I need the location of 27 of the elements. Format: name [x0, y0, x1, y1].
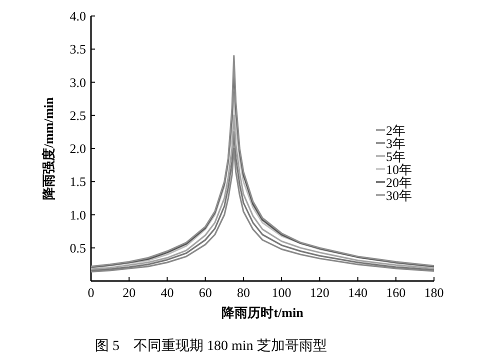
- x-tick-label: 40: [160, 285, 174, 300]
- legend-label: 5年: [386, 149, 406, 164]
- y-axis-title: 降雨强度/mm/min: [41, 96, 56, 200]
- y-tick-label: 1.5: [70, 174, 86, 190]
- y-tick-label: 1.0: [70, 207, 86, 222]
- x-tick-label: 120: [310, 285, 330, 300]
- y-tick-label: 2.0: [70, 141, 86, 156]
- x-axis-title: 降雨历时t/min: [222, 305, 304, 320]
- y-tick-label: 2.5: [70, 108, 86, 123]
- legend-label: 30年: [386, 188, 412, 203]
- y-tick-label: 4.0: [70, 8, 86, 24]
- y-tick-label: 3.0: [70, 74, 86, 90]
- x-tick-label: 0: [88, 285, 94, 300]
- legend-label: 2年: [386, 123, 406, 138]
- legend-label: 20年: [386, 175, 412, 190]
- x-tick-label: 20: [122, 285, 136, 300]
- x-tick-label: 80: [236, 285, 250, 300]
- y-tick-label: 3.5: [70, 42, 86, 57]
- y-tick-label: 0.5: [70, 240, 86, 256]
- legend-label: 3年: [386, 136, 406, 151]
- x-tick-label: 160: [386, 285, 406, 300]
- x-tick-label: 100: [272, 285, 292, 300]
- x-tick-label: 180: [424, 285, 444, 300]
- x-tick-label: 140: [348, 285, 368, 300]
- caption: 图 5 不同重现期 180 min 芝加哥雨型: [95, 338, 327, 354]
- legend-label: 10年: [386, 162, 412, 177]
- x-tick-label: 60: [198, 285, 212, 300]
